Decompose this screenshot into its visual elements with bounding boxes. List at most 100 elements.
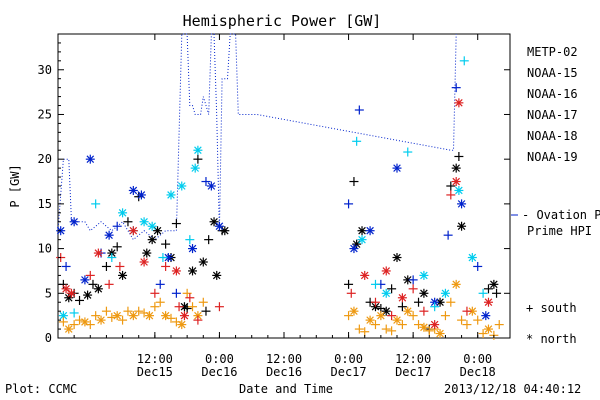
data-point [171, 266, 181, 276]
data-point [153, 226, 163, 236]
data-point [352, 239, 362, 249]
data-point [424, 326, 434, 336]
data-point [430, 320, 440, 330]
data-point [85, 154, 95, 164]
data-point [107, 253, 117, 263]
data-point [381, 288, 391, 298]
data-point [454, 185, 464, 195]
data-point [370, 279, 380, 289]
data-point [91, 199, 101, 209]
data-point [66, 288, 76, 298]
data-point [354, 105, 364, 115]
data-point [467, 306, 477, 316]
data-point [381, 266, 391, 276]
data-point [112, 242, 122, 252]
data-point [354, 324, 364, 334]
data-point [112, 311, 122, 321]
data-point [128, 311, 138, 321]
x-tick-time: 12:00 [137, 352, 173, 366]
data-point [88, 279, 98, 289]
data-point [115, 261, 125, 271]
data-point [403, 306, 413, 316]
x-tick-day: Dec16 [201, 365, 237, 379]
chart-title: Hemispheric Power [GW] [183, 12, 382, 30]
data-point [142, 248, 152, 258]
data-point [161, 261, 171, 271]
data-point [483, 297, 493, 307]
data-point [397, 293, 407, 303]
data-point [163, 253, 173, 263]
data-point [381, 306, 391, 316]
data-point [61, 284, 71, 294]
data-point [128, 185, 138, 195]
data-point [155, 279, 165, 289]
data-point [408, 311, 418, 321]
x-tick-day: Dec16 [266, 365, 302, 379]
data-point [128, 226, 138, 236]
data-point [158, 253, 168, 263]
points-layer [56, 56, 504, 340]
data-point [454, 98, 464, 108]
legend: METP-02 NOAA-15 NOAA-16 NOAA-17 NOAA-18 NOAA-… [527, 45, 578, 164]
data-point [494, 320, 504, 330]
data-point [188, 244, 198, 254]
data-point [370, 297, 380, 307]
data-point [93, 248, 103, 258]
data-point [104, 279, 114, 289]
data-point [451, 279, 461, 289]
x-tick-day: Dec15 [137, 365, 173, 379]
data-point [193, 315, 203, 325]
data-point [85, 320, 95, 330]
data-point [139, 217, 149, 227]
legend-entry: NOAA-16 [527, 87, 578, 101]
data-point [454, 151, 464, 161]
data-point [457, 199, 467, 209]
data-point [381, 324, 391, 334]
data-point [188, 302, 198, 312]
data-point [185, 293, 195, 303]
data-point [457, 315, 467, 325]
legend-entry: METP-02 [527, 45, 578, 59]
data-point [370, 320, 380, 330]
data-point [83, 290, 93, 300]
ovation-layer [57, 33, 457, 241]
data-point [188, 266, 198, 276]
data-point [58, 317, 68, 327]
data-point [177, 181, 187, 191]
data-point [161, 239, 171, 249]
data-point [96, 315, 106, 325]
legend-entry: NOAA-18 [527, 129, 578, 143]
plot-area [56, 33, 511, 340]
data-point [440, 288, 450, 298]
data-point [419, 270, 429, 280]
data-point [201, 306, 211, 316]
data-point [214, 302, 224, 312]
data-point [478, 288, 488, 298]
data-point [478, 329, 488, 339]
data-point [360, 270, 370, 280]
x-tick-time: 0:00 [463, 352, 492, 366]
data-point [346, 288, 356, 298]
data-point [357, 235, 367, 245]
data-point [387, 326, 397, 336]
data-point [209, 217, 219, 227]
data-point [104, 230, 114, 240]
data-point [155, 297, 165, 307]
data-point [193, 145, 203, 155]
data-point [123, 306, 133, 316]
data-point [177, 320, 187, 330]
data-point [457, 221, 467, 231]
x-axis-label: Date and Time [239, 382, 333, 396]
legend-north: * north [526, 332, 577, 346]
data-point [139, 257, 149, 267]
data-point [446, 190, 456, 200]
x-axis: 12:00Dec150:00Dec1612:00Dec160:00Dec1712… [73, 34, 496, 379]
legend-entry: NOAA-19 [527, 150, 578, 164]
data-point [365, 315, 375, 325]
data-point [144, 311, 154, 321]
data-point [451, 163, 461, 173]
data-point [85, 270, 95, 280]
data-point [357, 226, 367, 236]
x-tick-time: 0:00 [205, 352, 234, 366]
data-point [147, 221, 157, 231]
